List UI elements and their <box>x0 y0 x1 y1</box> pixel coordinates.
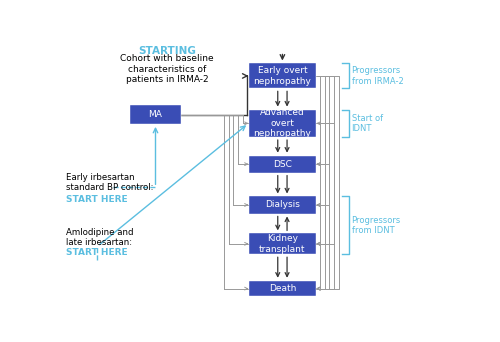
FancyBboxPatch shape <box>130 105 180 124</box>
Text: START HERE: START HERE <box>66 195 128 204</box>
Text: MA: MA <box>148 110 162 119</box>
Text: START HERE: START HERE <box>66 248 128 257</box>
Text: Early irbesartan
standard BP control:: Early irbesartan standard BP control: <box>66 173 154 192</box>
Text: Start of
IDNT: Start of IDNT <box>352 114 382 133</box>
Text: Advanced
overt
nephropathy: Advanced overt nephropathy <box>254 108 312 138</box>
FancyBboxPatch shape <box>248 63 316 89</box>
FancyBboxPatch shape <box>248 233 316 254</box>
Text: Early overt
nephropathy: Early overt nephropathy <box>254 66 312 86</box>
FancyBboxPatch shape <box>248 281 316 297</box>
Text: Cohort with baseline
characteristics of
patients in IRMA-2: Cohort with baseline characteristics of … <box>120 54 214 84</box>
Text: DSC: DSC <box>273 160 292 169</box>
Text: STARTING: STARTING <box>138 46 196 56</box>
Text: Amlodipine and
late irbesartan:: Amlodipine and late irbesartan: <box>66 228 134 247</box>
FancyBboxPatch shape <box>248 109 316 137</box>
Text: Progressors
from IDNT: Progressors from IDNT <box>352 216 401 235</box>
Text: Dialysis: Dialysis <box>265 200 300 209</box>
FancyBboxPatch shape <box>248 196 316 213</box>
Text: Progressors
from IRMA-2: Progressors from IRMA-2 <box>352 66 404 86</box>
FancyBboxPatch shape <box>248 156 316 173</box>
Text: Death: Death <box>268 284 296 293</box>
Text: Kidney
transplant: Kidney transplant <box>259 234 306 253</box>
